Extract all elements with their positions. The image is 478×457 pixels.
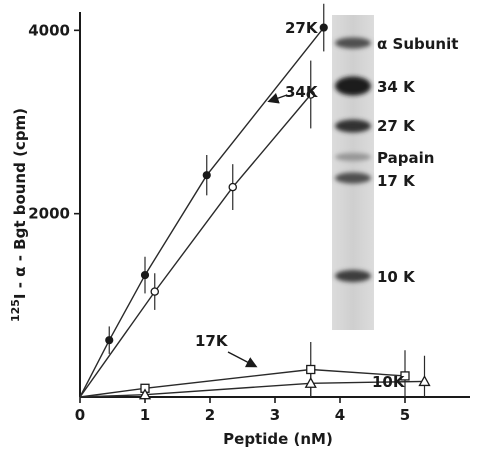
- gel-band-2: [335, 119, 371, 133]
- gel-band-label-1: 34 K: [377, 78, 416, 96]
- y-tick-label-0: 2000: [28, 205, 70, 223]
- x-axis-title: Peptide (nM): [223, 430, 333, 448]
- series-points: [105, 23, 431, 400]
- point-34k-1: [150, 287, 159, 296]
- x-tick-label-4: 4: [335, 406, 345, 424]
- point-27k-2: [140, 270, 150, 280]
- gel-band-4: [335, 172, 371, 184]
- x-tick-label-2: 2: [205, 406, 215, 424]
- point-10k-1: [138, 388, 152, 400]
- point-17k-3: [400, 371, 410, 381]
- gel-band-1: [335, 76, 371, 96]
- arrow-17k: [227, 351, 258, 368]
- gel-band-label-4: 17 K: [377, 172, 416, 190]
- y-tick-label-1: 4000: [28, 21, 70, 39]
- series-label-34k: 34K: [285, 83, 319, 101]
- point-27k-3: [202, 171, 211, 180]
- point-27k-4: [319, 23, 328, 32]
- svg-text:125I - α - Bgt bound (cpm): 125I - α - Bgt bound (cpm): [9, 108, 29, 322]
- gel-band-0: [335, 37, 371, 49]
- curve-34k: [79, 94, 312, 398]
- gel-band-label-5: 10 K: [377, 268, 416, 286]
- x-tick-label-0: 0: [75, 406, 85, 424]
- x-tick-label-5: 5: [400, 406, 410, 424]
- y-axis-title: 125I - α - Bgt bound (cpm): [9, 108, 29, 322]
- y-axis-title-superscript: 125: [9, 299, 22, 322]
- x-ticks: 0 1 2 3 4 5: [75, 397, 410, 424]
- arrow-34k: [267, 92, 288, 104]
- point-34k-2: [228, 182, 237, 192]
- series-label-10k: 10K: [372, 373, 406, 391]
- point-34k-3: [306, 90, 315, 99]
- y-axis-title-main: I - α - Bgt bound (cpm): [11, 108, 29, 299]
- y-ticks: 2000 4000: [28, 21, 80, 223]
- point-10k-2: [304, 376, 317, 388]
- gel-band-label-3: Papain: [377, 149, 434, 167]
- x-tick-label-1: 1: [140, 406, 150, 424]
- gel-band-label-2: 27 K: [377, 117, 416, 135]
- axes: [79, 12, 470, 398]
- series-label-17k: 17K: [195, 332, 229, 350]
- series-errorbars: [108, 3, 426, 397]
- x-tick-label-3: 3: [270, 406, 280, 424]
- point-17k-2: [306, 364, 316, 375]
- gel-band-label-0: α Subunit: [377, 35, 458, 53]
- curve-10k: [79, 380, 425, 398]
- gel-band-5: [335, 270, 371, 282]
- gel-band-3: [335, 153, 371, 161]
- point-27k-1: [105, 336, 114, 345]
- point-10k-3: [418, 375, 431, 387]
- curve-17k: [79, 368, 406, 398]
- series-label-27k: 27K: [285, 19, 319, 37]
- gel-lane: α Subunit 34 K 27 K Papain 17 K 10 K: [332, 15, 458, 330]
